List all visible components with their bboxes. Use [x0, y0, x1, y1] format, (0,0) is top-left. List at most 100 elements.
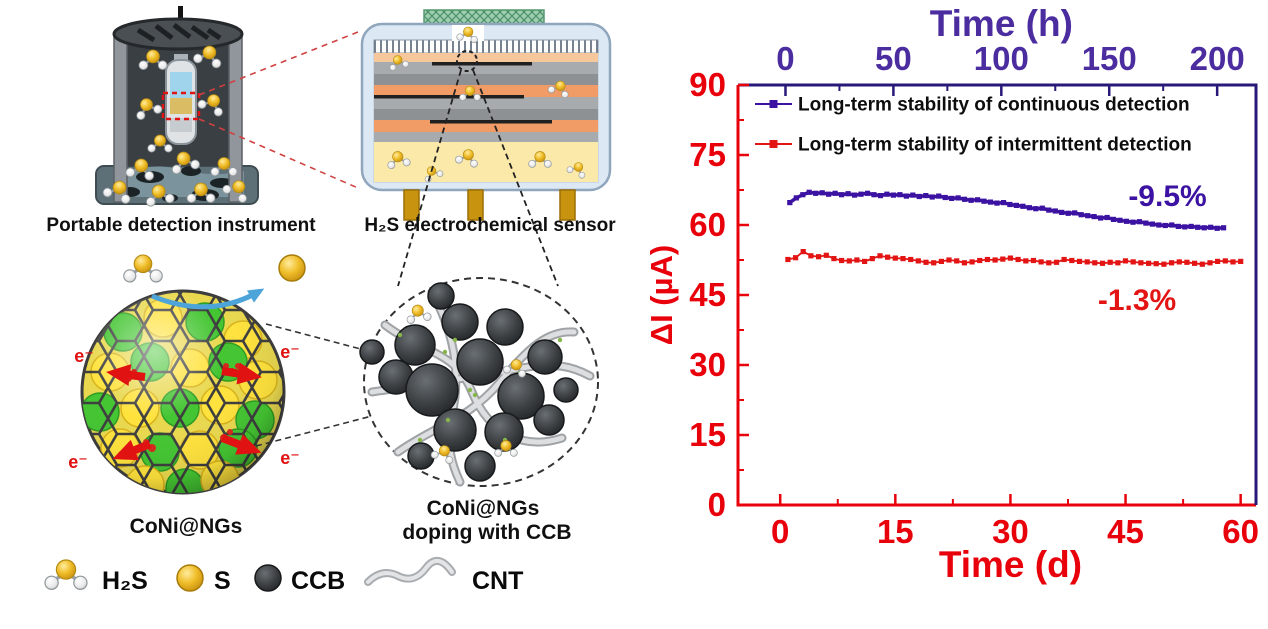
data-point — [1215, 258, 1221, 264]
sphere-caption: CoNi@NGs — [130, 515, 243, 538]
electron-label: e⁻ — [280, 448, 300, 468]
data-point — [1153, 261, 1159, 267]
sulfur-product-sphere — [278, 254, 306, 282]
data-point — [1078, 212, 1084, 218]
data-point — [1059, 209, 1065, 215]
axis-frame-top-right — [738, 83, 1258, 505]
data-point — [916, 193, 922, 200]
data-point — [962, 196, 968, 202]
data-point — [1149, 221, 1155, 227]
material-legend-label: CNT — [472, 567, 523, 595]
x-bottom-tick-label: 30 — [992, 513, 1029, 550]
data-point — [977, 257, 983, 264]
data-point — [1026, 205, 1032, 211]
data-point — [1072, 210, 1078, 216]
y-axis-tick-label: 75 — [689, 136, 726, 173]
material-legend-label: H₂S — [102, 567, 148, 595]
data-point — [1214, 225, 1220, 231]
y-axis-tick-label: 15 — [689, 416, 726, 453]
data-point — [1123, 218, 1130, 224]
x-top-tick-label: 50 — [875, 40, 912, 77]
data-point — [1107, 259, 1113, 265]
data-point — [890, 192, 896, 198]
data-point — [816, 254, 822, 260]
data-point — [1046, 207, 1052, 213]
data-point — [969, 259, 975, 265]
data-point — [846, 258, 852, 264]
legend-label: Long-term stability of intermittent dete… — [798, 135, 1192, 156]
data-point — [987, 199, 994, 205]
data-point — [1188, 223, 1194, 229]
data-point — [1138, 260, 1144, 266]
data-point — [831, 256, 837, 262]
x-bottom-tick-label: 45 — [1107, 513, 1144, 550]
data-point — [854, 257, 860, 263]
composition-link-top — [265, 323, 373, 353]
data-point — [968, 197, 974, 203]
data-point — [1143, 220, 1149, 226]
data-point — [1023, 258, 1029, 264]
magnify-cone-right — [472, 69, 559, 287]
data-point — [1162, 222, 1168, 229]
data-point — [1061, 256, 1067, 263]
zoom-connector-bottom — [198, 118, 359, 189]
legend-marker — [769, 140, 778, 148]
data-point — [839, 257, 845, 264]
data-point — [903, 193, 909, 199]
data-point — [981, 198, 987, 204]
data-point — [897, 192, 903, 198]
series-annotation: -1.3% — [1098, 284, 1176, 317]
h2s-sensor-illustration: H₂S electrochemical sensor — [360, 9, 616, 287]
data-point — [819, 190, 825, 196]
zoom-detail-circle — [456, 50, 478, 72]
data-point — [785, 256, 791, 263]
coni-ngs-sphere-illustration: e⁻ e⁻ e⁻ e⁻ CoNi@NGs — [68, 253, 373, 538]
portable-detection-instrument-illustration: Portable detection instrument — [46, 6, 359, 236]
data-point — [1013, 202, 1019, 208]
h2s-molecule-icon — [43, 558, 89, 592]
data-point — [892, 255, 898, 261]
data-point — [1199, 261, 1205, 267]
data-point — [1238, 258, 1244, 264]
data-point — [1169, 222, 1175, 228]
x-bottom-tick-label: 0 — [771, 513, 789, 550]
data-point — [1038, 259, 1044, 265]
data-point — [900, 256, 906, 262]
material-legend: H₂S S CCB CNT — [43, 557, 523, 595]
data-point — [1085, 213, 1091, 219]
data-point — [975, 197, 981, 203]
data-point — [1046, 260, 1052, 266]
ccb-sphere-icon — [254, 564, 282, 592]
legend-marker — [769, 100, 778, 108]
cluster-caption-line2: doping with CCB — [402, 521, 571, 544]
data-point — [823, 252, 829, 258]
material-legend-label: S — [214, 567, 231, 595]
data-point — [910, 192, 916, 198]
data-point — [931, 260, 937, 266]
data-point — [1156, 222, 1162, 228]
data-point — [1146, 260, 1152, 266]
data-point — [1175, 223, 1181, 229]
data-point — [994, 200, 1000, 206]
data-point — [845, 191, 851, 197]
data-point — [1169, 260, 1175, 266]
x-top-axis-title: Time (h) — [930, 3, 1073, 44]
data-point — [877, 253, 883, 259]
data-point — [793, 195, 799, 201]
data-point — [992, 257, 998, 263]
y-axis-tick-label: 45 — [689, 276, 726, 313]
data-point — [1130, 219, 1136, 225]
instrument-caption: Portable detection instrument — [46, 215, 316, 236]
data-point — [1092, 260, 1098, 266]
data-point — [1015, 256, 1021, 263]
data-point — [1110, 216, 1117, 222]
data-point — [1030, 257, 1037, 264]
data-point — [1000, 256, 1006, 262]
data-point — [1161, 261, 1167, 267]
data-point — [915, 258, 921, 264]
x-bottom-axis-title: Time (d) — [939, 544, 1082, 585]
cylinder-wall-left — [113, 33, 128, 203]
data-point — [1184, 259, 1190, 265]
ccb-cluster-illustration: CoNi@NGs doping with CCB — [359, 277, 599, 544]
